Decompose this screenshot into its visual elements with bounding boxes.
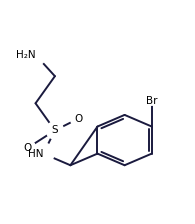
Text: Br: Br [146,96,157,106]
Text: O: O [74,114,82,124]
Text: H₂N: H₂N [16,50,35,60]
Circle shape [70,111,86,127]
Circle shape [20,140,35,155]
Circle shape [46,122,64,139]
Circle shape [33,143,54,164]
Text: HN: HN [28,149,43,159]
Text: O: O [24,143,32,153]
Circle shape [142,86,161,105]
Text: S: S [52,125,58,135]
Circle shape [25,44,46,66]
